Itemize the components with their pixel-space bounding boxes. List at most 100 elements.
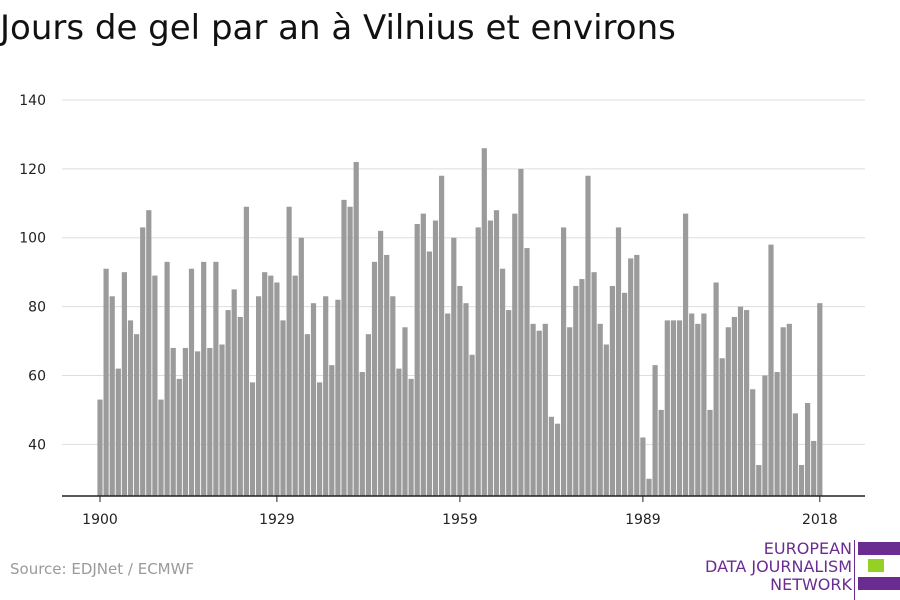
bar [689,313,695,496]
bar [786,323,792,496]
bar [609,285,615,496]
y-axis: 40 60 80 100 120 140 [19,93,46,453]
bar [408,378,414,496]
bar [768,244,774,496]
bar [213,261,219,496]
bar [744,310,750,496]
bar [798,465,805,496]
bar [378,230,384,496]
bar [164,261,170,496]
bar [219,344,225,496]
bar [146,210,152,497]
bar [591,272,597,496]
bar [262,272,268,496]
bar [347,206,353,496]
bar [707,409,713,496]
bar [487,220,493,497]
edjnet-logo: EUROPEAN DATA JOURNALISM NETWORK [700,540,900,600]
bar [134,334,140,496]
x-tick-label: 1959 [442,512,478,528]
bar [512,213,518,497]
bar [152,275,158,496]
bar [384,254,390,496]
bar [585,175,591,496]
y-tick-label: 80 [28,300,46,316]
logo-line-3: NETWORK [770,575,852,594]
bar [298,237,304,496]
bar [359,372,365,496]
bar [469,354,475,496]
bar [518,168,524,496]
bar [762,375,768,496]
bar [231,289,237,496]
bar [451,237,457,496]
bar [103,268,109,496]
y-tick-label: 100 [19,231,46,247]
bar [664,320,670,496]
bar [652,365,658,496]
bar [475,227,481,496]
bar [414,223,420,496]
bar [323,296,329,496]
bar [127,320,134,496]
bar [622,292,628,496]
bar [310,303,317,496]
x-tick-label: 1989 [625,512,661,528]
bar [280,320,286,496]
bar [457,285,463,496]
bar [676,320,683,496]
x-axis: 1900 1929 1959 1989 2018 [62,495,865,528]
bar [811,440,817,496]
bar [603,344,609,496]
bar [481,148,487,497]
bar [554,423,561,496]
bar [292,275,298,496]
bar [432,220,439,497]
bar [573,285,579,496]
bar [731,316,737,496]
bar [420,213,426,497]
chart-title: Jours de gel par an à Vilnius et environ… [0,8,676,48]
bar [536,330,542,496]
bar [268,275,274,496]
y-tick-label: 140 [19,93,46,109]
bar [561,227,567,496]
logo-bar-top [858,542,900,555]
bar [713,282,719,496]
bar-chart: 40 60 80 100 120 140 1900 1929 1959 1989 2018 [19,93,865,528]
bar [634,254,640,496]
bar [774,372,780,496]
bar [115,368,121,496]
bar [304,334,310,496]
bar [701,313,707,496]
bar [542,323,548,496]
bar [97,399,103,496]
bar [371,261,378,496]
bar [182,347,188,496]
y-tick-label: 60 [28,368,46,384]
bar [750,389,756,496]
bar [286,206,292,496]
bar [640,437,646,496]
bar [256,296,262,496]
logo-divider [854,540,855,600]
bar [140,227,146,496]
bar [109,296,115,496]
bars [97,148,823,497]
bar [725,327,731,496]
bar [628,258,634,496]
y-tick-label: 120 [19,162,46,178]
bar [249,382,256,496]
bar [683,213,689,497]
logo-bar-bottom [858,577,900,590]
bar [158,399,164,496]
logo-line-2: DATA JOURNALISM [705,557,852,576]
bar [805,403,811,496]
bar [274,282,280,496]
x-tick-label: 1929 [259,512,295,528]
bar [493,210,500,497]
bar [176,378,182,496]
bar [439,175,445,496]
bar [737,306,744,496]
bar [207,347,213,496]
